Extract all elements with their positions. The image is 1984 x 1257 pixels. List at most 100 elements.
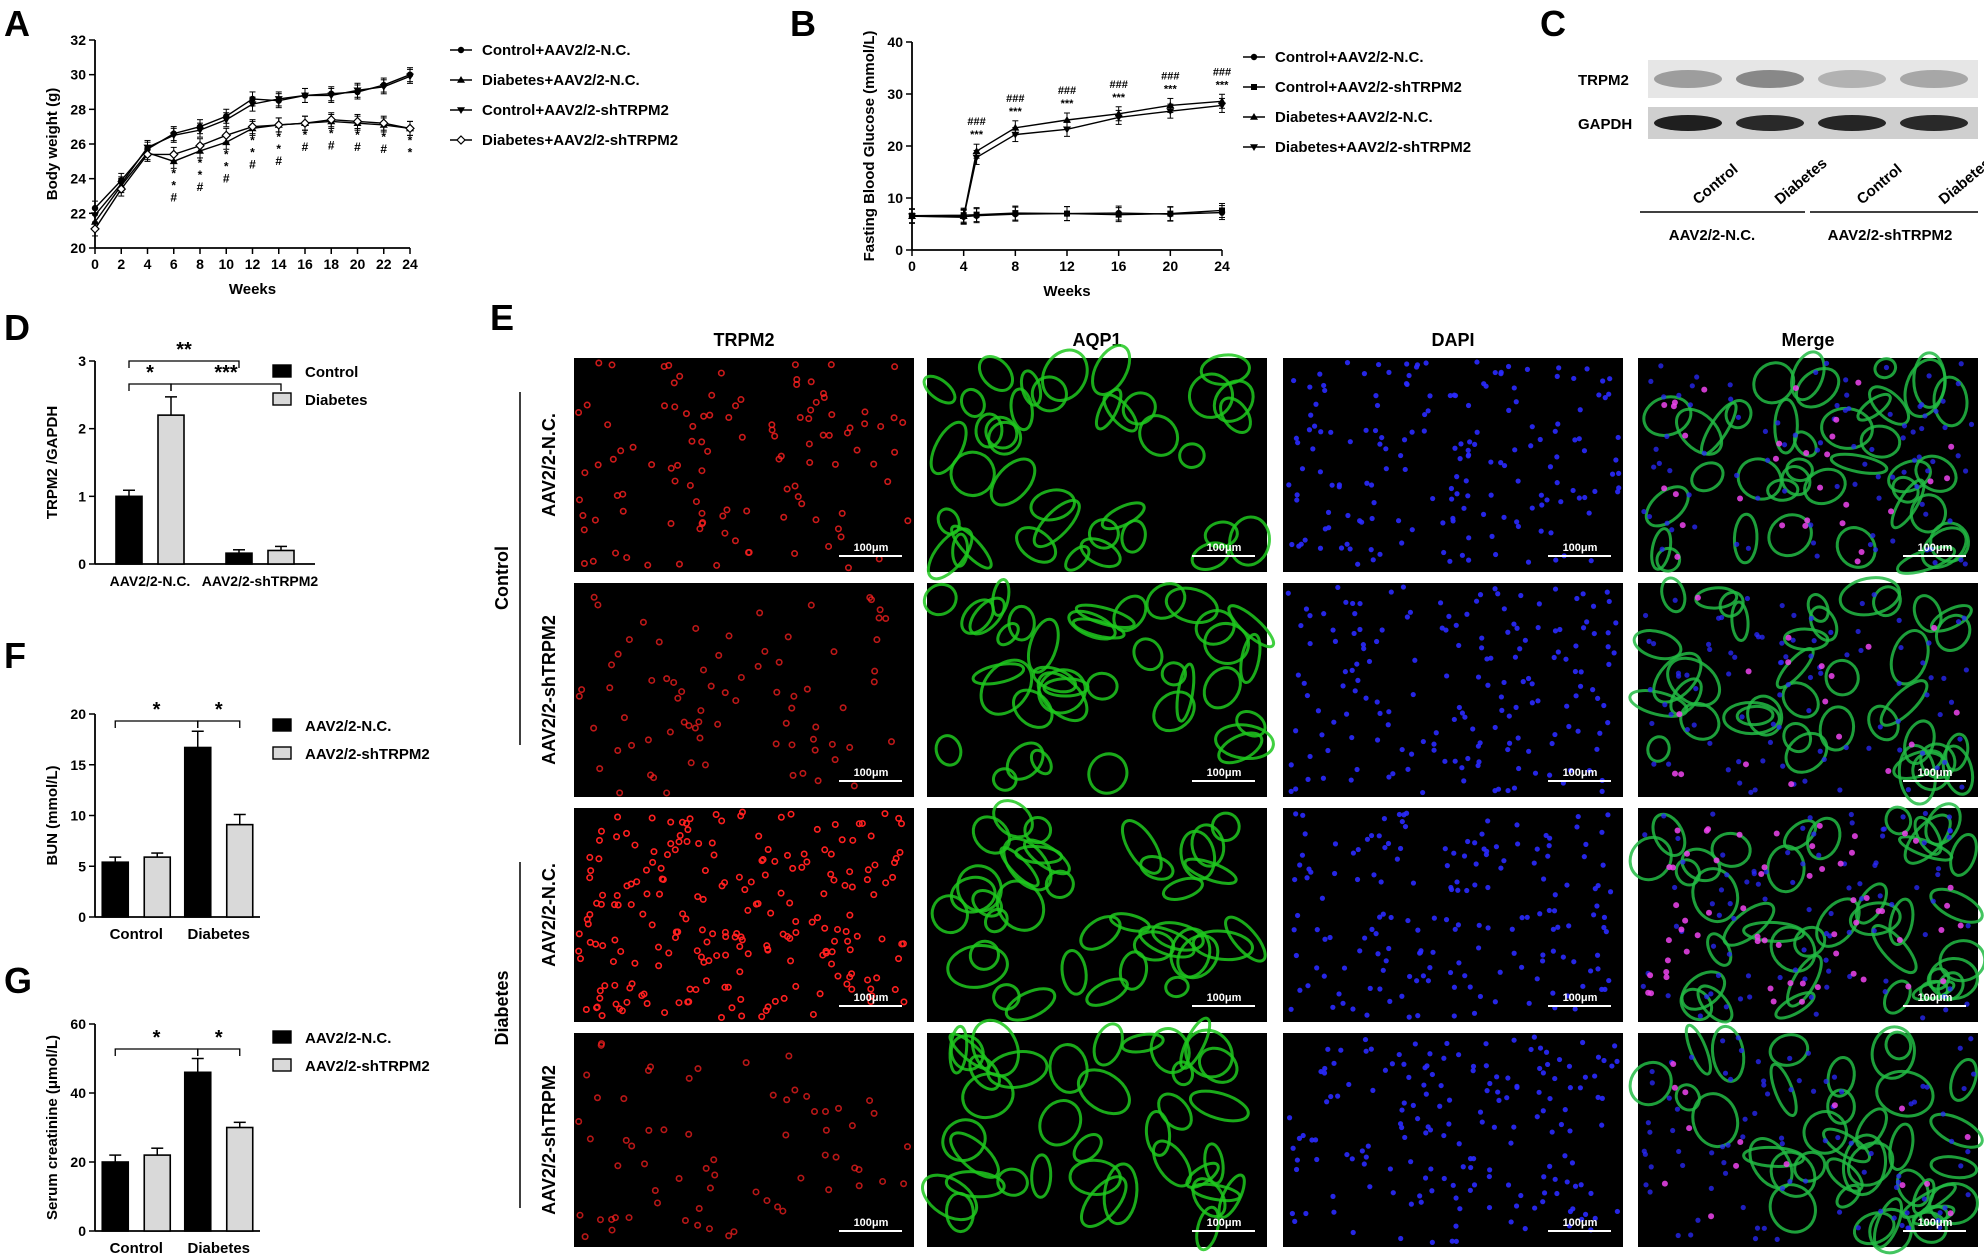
trpm2-punctum — [725, 632, 733, 640]
significance-mark: * — [198, 156, 203, 170]
trpm2-punctum — [595, 359, 603, 367]
nucleus — [1755, 881, 1761, 887]
nucleus — [1828, 910, 1834, 917]
significance-mark: * — [171, 166, 176, 180]
nucleus — [1752, 1236, 1759, 1242]
trpm2-punctum — [758, 857, 766, 865]
nucleus — [1920, 660, 1926, 666]
nucleus — [1483, 1063, 1489, 1069]
trpm2-punctum — [851, 1164, 859, 1172]
blot-band — [1654, 115, 1722, 131]
nucleus — [1488, 459, 1494, 465]
micrograph-dapi: 100μm — [1283, 808, 1623, 1022]
image-column-title: TRPM2 — [713, 330, 774, 350]
y-tick-label: 22 — [70, 205, 86, 221]
tubule — [1818, 705, 1856, 752]
nucleus — [1505, 629, 1511, 635]
nucleus — [1476, 922, 1482, 928]
nucleus — [1382, 844, 1388, 851]
colocalization-dot — [1754, 933, 1761, 940]
nucleus — [1314, 927, 1320, 933]
nucleus — [1285, 590, 1291, 596]
trpm2-punctum — [651, 1186, 659, 1194]
nucleus — [1564, 1179, 1570, 1185]
nucleus — [1318, 1068, 1324, 1075]
tubule — [1149, 1027, 1191, 1075]
tubule — [1838, 576, 1902, 617]
nucleus — [1900, 814, 1906, 820]
trpm2-punctum — [656, 890, 664, 898]
nucleus — [1783, 654, 1789, 660]
nucleus — [1900, 435, 1906, 441]
nucleus — [1481, 846, 1487, 852]
trpm2-punctum — [693, 947, 701, 955]
legend-marker — [1250, 144, 1258, 151]
nucleus — [1346, 1081, 1352, 1088]
nucleus — [1572, 668, 1579, 675]
nucleus — [1330, 1004, 1336, 1010]
micrograph-background — [927, 808, 1267, 1022]
nucleus — [1646, 513, 1653, 520]
nucleus — [1601, 702, 1607, 709]
colocalization-dot — [1822, 698, 1829, 705]
nucleus — [1882, 989, 1888, 995]
tubule — [1029, 488, 1076, 522]
trpm2-punctum — [873, 636, 881, 644]
nucleus — [1580, 983, 1586, 989]
nucleus — [1341, 965, 1348, 971]
tubule — [1628, 689, 1689, 718]
trpm2-punctum — [825, 542, 833, 550]
nucleus — [1300, 1132, 1306, 1139]
nucleus — [1483, 851, 1489, 858]
trpm2-punctum — [692, 498, 700, 506]
nucleus — [1716, 912, 1722, 918]
nucleus — [1565, 993, 1571, 999]
trpm2-punctum — [717, 369, 725, 377]
nucleus — [1425, 978, 1431, 984]
tubule — [1829, 452, 1889, 475]
tubule — [949, 1131, 1000, 1179]
image-column-title: AQP1 — [1072, 330, 1121, 350]
nucleus — [1524, 366, 1531, 372]
trpm2-punctum — [699, 895, 707, 903]
scale-bar-label: 100μm — [1207, 1217, 1242, 1229]
nucleus — [1599, 788, 1605, 794]
trpm2-punctum — [710, 1156, 718, 1164]
x-tick-label: 4 — [960, 258, 968, 274]
nucleus — [1817, 440, 1824, 446]
nucleus — [1848, 811, 1854, 818]
trpm2-punctum — [611, 981, 619, 989]
trpm2-punctum — [789, 864, 797, 872]
nucleus — [1386, 774, 1392, 780]
nucleus — [1421, 1082, 1427, 1088]
nucleus — [1374, 737, 1381, 743]
trpm2-punctum — [625, 636, 633, 644]
nucleus — [1355, 846, 1361, 853]
legend-label: Diabetes+AAV2/2-shTRPM2 — [482, 132, 678, 149]
significance-mark: ### — [1161, 70, 1179, 82]
nucleus — [1844, 392, 1850, 398]
nucleus — [1455, 922, 1462, 928]
nucleus — [1707, 740, 1713, 746]
data-point — [1114, 114, 1123, 122]
trpm2-punctum — [623, 998, 631, 1006]
nucleus — [1357, 518, 1363, 524]
nucleus — [1710, 811, 1716, 817]
tubule — [922, 374, 957, 405]
tubule — [1072, 1133, 1103, 1163]
scale-bar-label: 100μm — [1563, 542, 1598, 554]
trpm2-punctum — [830, 876, 838, 884]
nucleus — [1514, 625, 1520, 631]
colocalization-dot — [1948, 443, 1955, 450]
nucleus — [1777, 692, 1783, 698]
nucleus — [1363, 1154, 1369, 1160]
trpm2-punctum — [848, 1122, 856, 1130]
nucleus — [1406, 1014, 1412, 1020]
data-point — [90, 224, 100, 234]
colocalization-dot — [1708, 1213, 1715, 1220]
nucleus — [1901, 469, 1907, 475]
nucleus — [1868, 1150, 1874, 1157]
tubule — [1903, 358, 1947, 418]
nucleus — [1403, 810, 1410, 816]
nucleus — [1567, 1208, 1574, 1215]
